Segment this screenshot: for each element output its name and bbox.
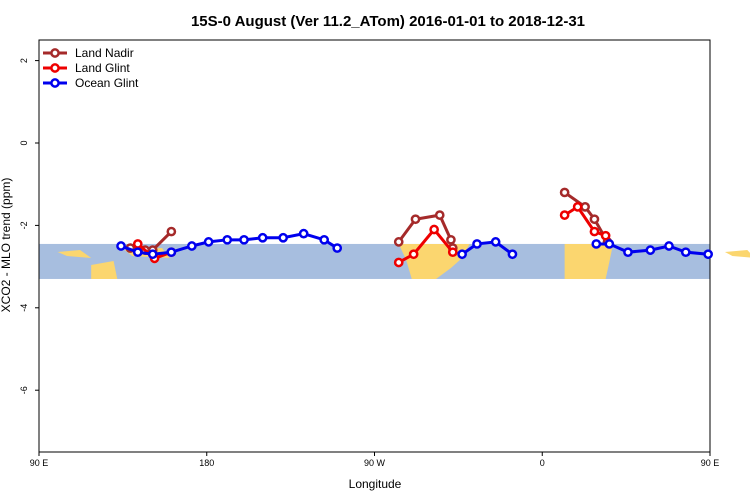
data-point xyxy=(623,247,633,258)
data-point xyxy=(147,249,158,260)
data-point xyxy=(166,247,177,258)
data-point xyxy=(429,224,439,235)
data-point xyxy=(410,214,421,225)
legend-label: Ocean Glint xyxy=(75,76,139,90)
data-point xyxy=(434,210,445,220)
legend-label: Land Glint xyxy=(75,61,130,75)
x-tick-label: 180 xyxy=(199,458,214,468)
x-tick-label: 90 E xyxy=(701,458,720,468)
legend-marker xyxy=(50,48,60,58)
data-point xyxy=(472,239,482,249)
data-point xyxy=(507,249,518,260)
y-tick-label: -6 xyxy=(19,386,29,394)
data-point xyxy=(319,234,330,245)
x-axis-title: Longitude xyxy=(349,477,402,491)
data-point xyxy=(559,210,570,220)
data-point xyxy=(457,249,467,260)
data-point xyxy=(239,234,249,245)
data-point xyxy=(408,249,419,260)
series-line xyxy=(563,191,609,243)
y-tick-label: -4 xyxy=(19,304,29,312)
data-point xyxy=(604,239,615,249)
data-point xyxy=(166,226,177,237)
land-shape xyxy=(91,260,118,279)
data-point xyxy=(393,257,404,268)
data-point xyxy=(132,247,143,258)
data-point xyxy=(257,232,268,243)
y-tick-label: 2 xyxy=(19,58,29,63)
x-axis: 90 E 180 90 W 0 90 E xyxy=(30,452,720,468)
data-point xyxy=(591,239,602,249)
land-shape xyxy=(724,249,750,258)
data-point xyxy=(664,241,674,251)
legend-marker xyxy=(50,78,60,88)
series-ocean-glint xyxy=(116,228,713,260)
series-layer xyxy=(116,187,713,268)
data-point xyxy=(278,232,289,243)
data-point xyxy=(132,239,143,249)
y-axis-title: XCO2 - MLO trend (ppm) xyxy=(0,178,13,313)
data-point xyxy=(490,237,501,247)
data-point xyxy=(580,202,590,212)
data-point xyxy=(298,228,309,239)
data-point xyxy=(600,230,611,241)
x-tick-label: 90 E xyxy=(30,458,49,468)
data-point xyxy=(332,243,343,253)
land-shape xyxy=(564,243,614,279)
data-point xyxy=(703,249,713,260)
data-point xyxy=(116,241,126,251)
series-line xyxy=(563,204,607,238)
legend-entry: Land Nadir xyxy=(43,46,134,60)
y-axis: 2 0 -2 -4 -6 xyxy=(19,58,39,394)
data-point xyxy=(203,237,214,247)
data-point xyxy=(589,214,600,225)
data-point xyxy=(447,247,458,258)
x-tick-label: 90 W xyxy=(364,458,386,468)
data-point xyxy=(393,237,404,247)
legend-entry: Land Glint xyxy=(43,61,130,75)
chart-title: 15S-0 August (Ver 11.2_ATom) 2016-01-01 … xyxy=(191,13,585,30)
x-tick-label: 0 xyxy=(540,458,545,468)
legend-label: Land Nadir xyxy=(75,46,134,60)
data-point xyxy=(680,247,691,258)
legend-entry: Ocean Glint xyxy=(43,76,139,90)
series-line xyxy=(398,227,454,264)
data-point xyxy=(186,241,197,251)
y-tick-label: 0 xyxy=(19,140,29,145)
data-point xyxy=(222,234,233,245)
data-point xyxy=(589,226,600,237)
data-point xyxy=(645,245,656,255)
data-point xyxy=(572,202,583,212)
legend-marker xyxy=(50,63,60,73)
series-line xyxy=(461,240,514,256)
data-point xyxy=(446,234,456,245)
land-shape xyxy=(57,249,92,258)
y-tick-label: -2 xyxy=(19,221,29,229)
data-point xyxy=(559,187,570,198)
